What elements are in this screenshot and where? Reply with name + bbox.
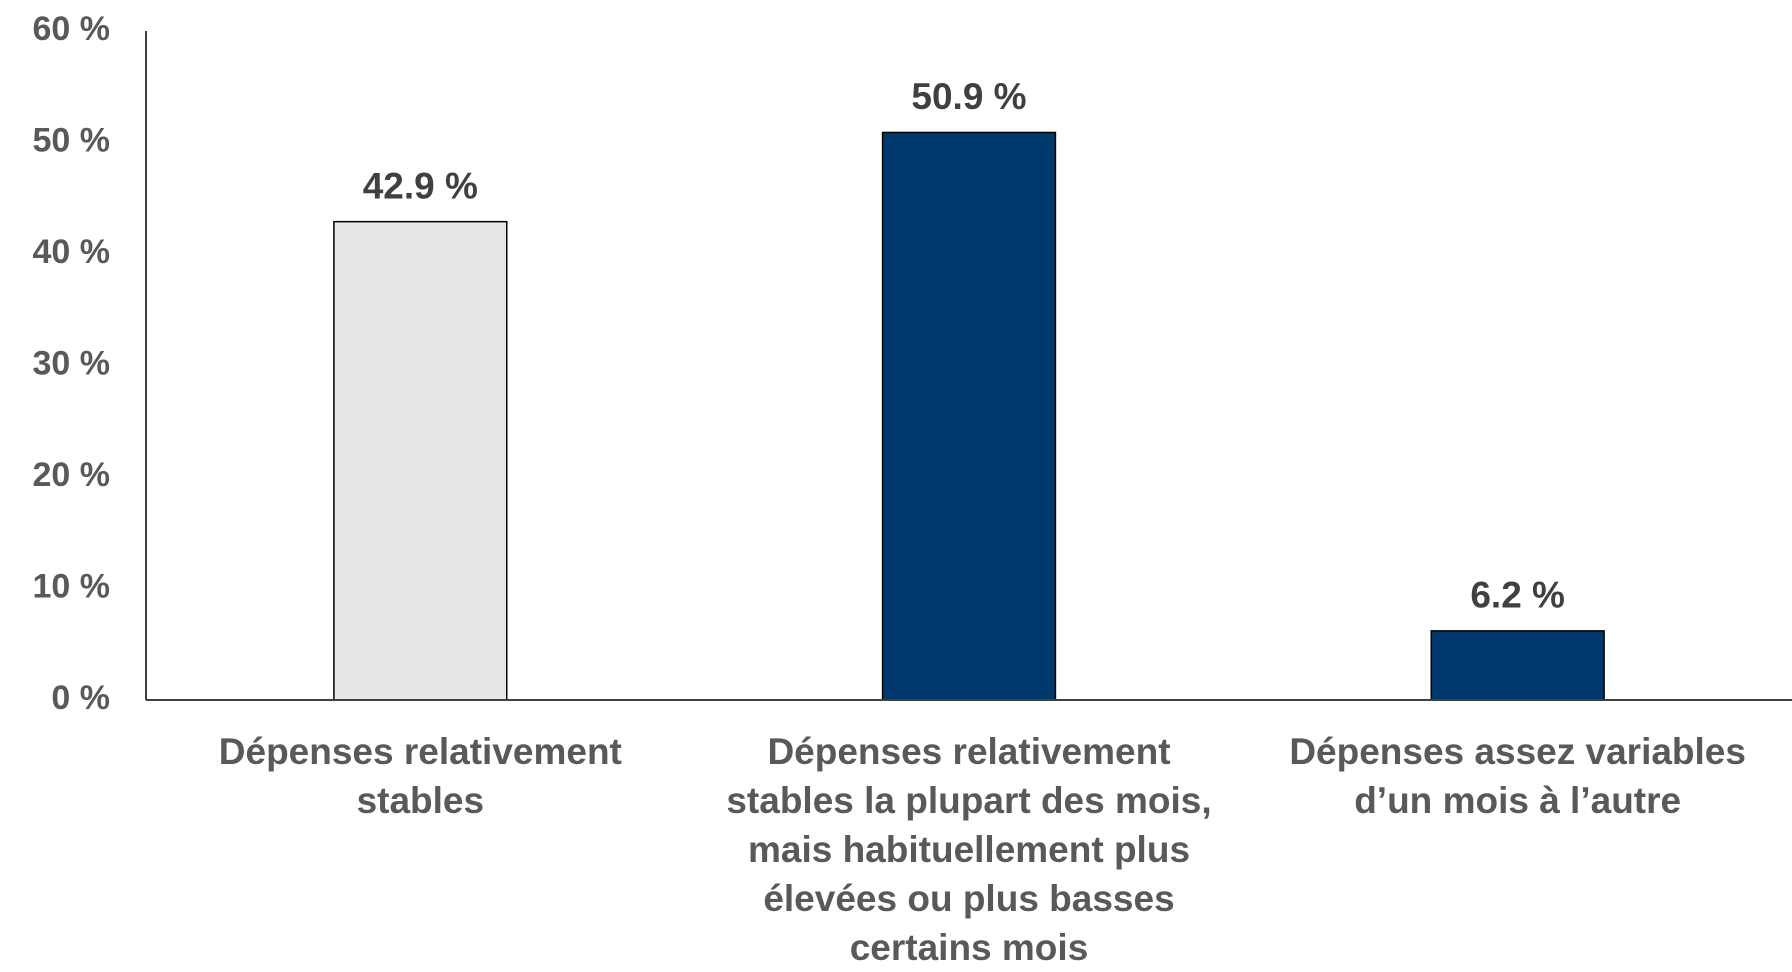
y-tick-label: 50 % [33,121,111,159]
y-tick-label: 40 % [33,233,111,271]
x-tick-label: Dépenses assez variables d’un mois à l’a… [1289,731,1746,821]
bar [1430,630,1605,701]
y-tick-label: 20 % [33,456,111,494]
value-label: 6.2 % [1470,575,1565,616]
value-label: 42.9 % [363,165,478,206]
bar [881,131,1057,701]
value-label: 50.9 % [911,76,1026,117]
x-tick-label: Dépenses relativement stables la plupart… [726,731,1212,968]
y-tick-label: 30 % [33,344,111,382]
y-tick-label: 0 % [51,679,110,717]
bar [333,220,508,701]
x-tick-label: Dépenses relativement stables [218,731,622,821]
y-tick-label: 60 % [33,10,111,48]
y-tick-label: 10 % [33,567,111,605]
